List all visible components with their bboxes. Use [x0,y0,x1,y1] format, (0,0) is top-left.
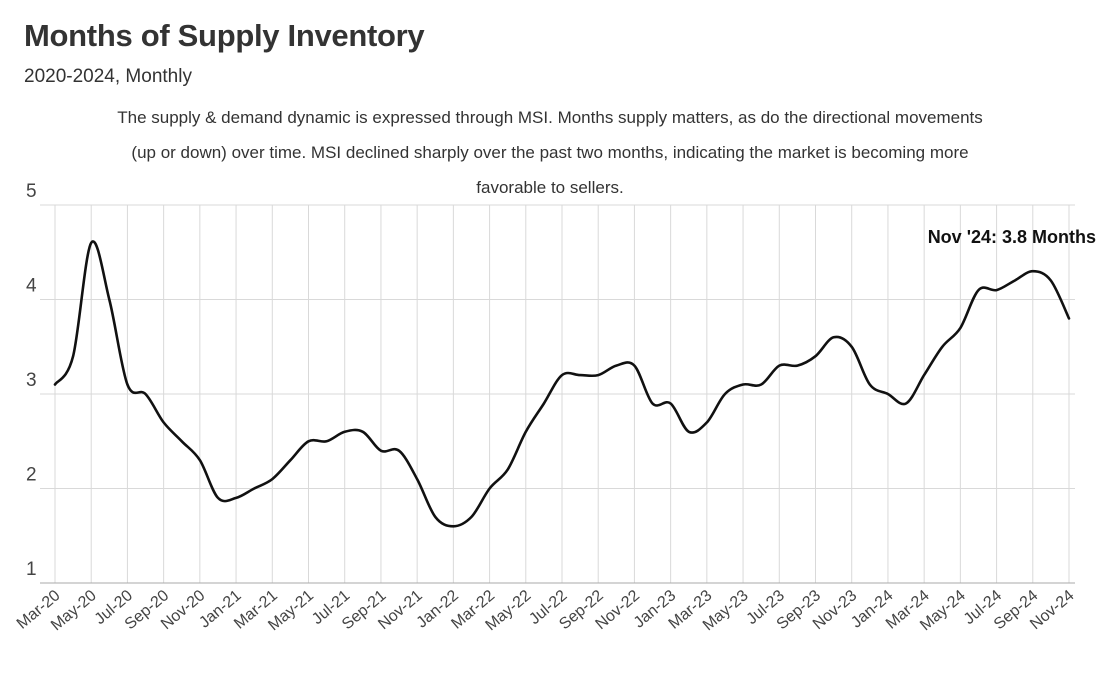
series-group [53,240,1071,528]
series-line [53,240,1071,528]
y-tick-label: 1 [26,559,37,580]
chart-title: Months of Supply Inventory [24,18,425,53]
annotation-group: Nov '24: 3.8 Months [928,227,1096,247]
y-tick-label: 5 [26,181,37,202]
y-axis: 1 2 3 4 5 [26,181,37,580]
annotation-label: Nov '24: 3.8 Months [928,227,1096,247]
y-tick-label: 3 [26,370,37,391]
y-tick-label: 4 [26,276,37,297]
horizontal-gridlines [40,204,1075,584]
x-axis: Mar-20May-20Jul-20Sep-20Nov-20Jan-21Mar-… [14,587,1078,634]
chart-subtitle: 2020-2024, Monthly [24,66,192,87]
chart-description: The supply & demand dynamic is expressed… [117,108,983,197]
y-tick-label: 2 [26,465,37,486]
